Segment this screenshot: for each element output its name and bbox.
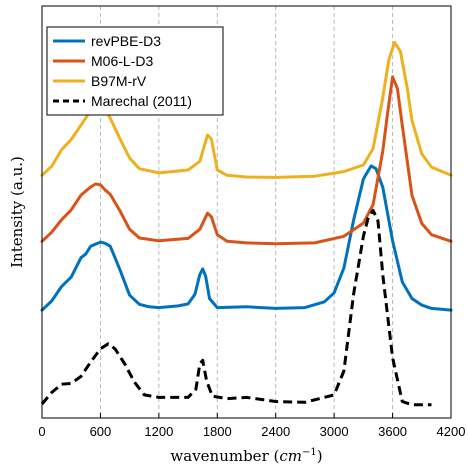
- plot-frame: [41, 5, 452, 419]
- x-tick-label: 2400: [261, 424, 290, 439]
- legend-label: revPBE-D3: [91, 33, 161, 49]
- series-line: [40, 164, 453, 312]
- x-tick-label: 600: [90, 424, 112, 439]
- x-axis-label: wavenumber (cm−1): [170, 447, 322, 465]
- x-tick-label: 3600: [378, 424, 407, 439]
- legend-label: B97M-rV: [91, 73, 147, 89]
- series-line: [40, 208, 432, 407]
- x-tick-label: 1800: [203, 424, 232, 439]
- x-tick-label: 3000: [320, 424, 349, 439]
- legend-label: M06-L-D3: [91, 53, 153, 69]
- x-tick-label: 0: [38, 424, 45, 439]
- x-tick-label: 1200: [144, 424, 173, 439]
- legend: revPBE-D3 M06-L-D3 B97M-rV Marechal (2011): [46, 26, 224, 116]
- x-tick-label: 4200: [437, 424, 466, 439]
- series-line: [40, 75, 453, 246]
- y-axis-label: Intensity (a.u.): [8, 156, 26, 268]
- legend-label: Marechal (2011): [91, 93, 192, 109]
- x-axis-ticks: 0 600 1200 1800 2400 3000 3600 4200: [38, 413, 465, 439]
